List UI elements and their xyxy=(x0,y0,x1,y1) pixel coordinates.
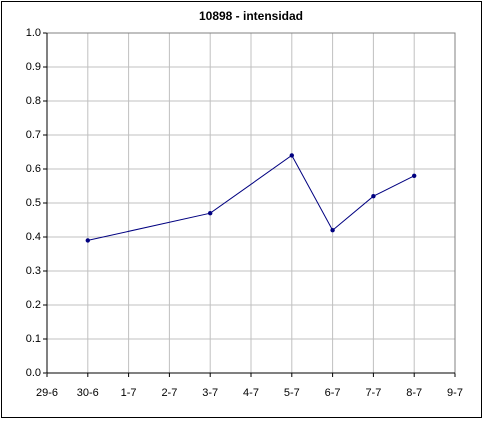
y-tick-label: 0.2 xyxy=(26,299,41,311)
y-tick-label: 0.5 xyxy=(26,197,41,209)
y-tick-label: 0.1 xyxy=(26,333,41,345)
data-point xyxy=(412,173,417,178)
x-tick-label: 8-7 xyxy=(406,387,422,399)
y-tick-label: 0.3 xyxy=(26,265,41,277)
x-tick-label: 5-7 xyxy=(284,387,300,399)
data-point xyxy=(371,194,376,199)
y-tick-label: 1.0 xyxy=(26,27,41,39)
data-point xyxy=(85,238,91,243)
x-tick-label: 6-7 xyxy=(325,387,341,399)
x-tick-label: 9-7 xyxy=(447,387,463,399)
data-line xyxy=(87,154,415,241)
y-tick-label: 0.0 xyxy=(26,367,41,379)
x-tick-label: 30-6 xyxy=(77,387,99,399)
y-tick-label: 0.7 xyxy=(26,129,41,141)
x-tick-label: 4-7 xyxy=(243,387,259,399)
x-tick-label: 1-7 xyxy=(121,387,137,399)
x-tick-label: 7-7 xyxy=(365,387,381,399)
x-tick-label: 2-7 xyxy=(161,387,177,399)
x-tick-label: 3-7 xyxy=(202,387,218,399)
x-tick-label: 29-6 xyxy=(36,387,58,399)
data-point xyxy=(330,228,335,233)
y-tick-label: 0.4 xyxy=(26,231,41,243)
y-tick-label: 0.6 xyxy=(26,163,41,175)
y-tick-label: 0.9 xyxy=(26,61,41,73)
y-tick-label: 0.8 xyxy=(26,95,41,107)
chart-title: 10898 - intensidad xyxy=(199,9,303,23)
data-point xyxy=(289,153,294,158)
data-point xyxy=(208,211,213,216)
